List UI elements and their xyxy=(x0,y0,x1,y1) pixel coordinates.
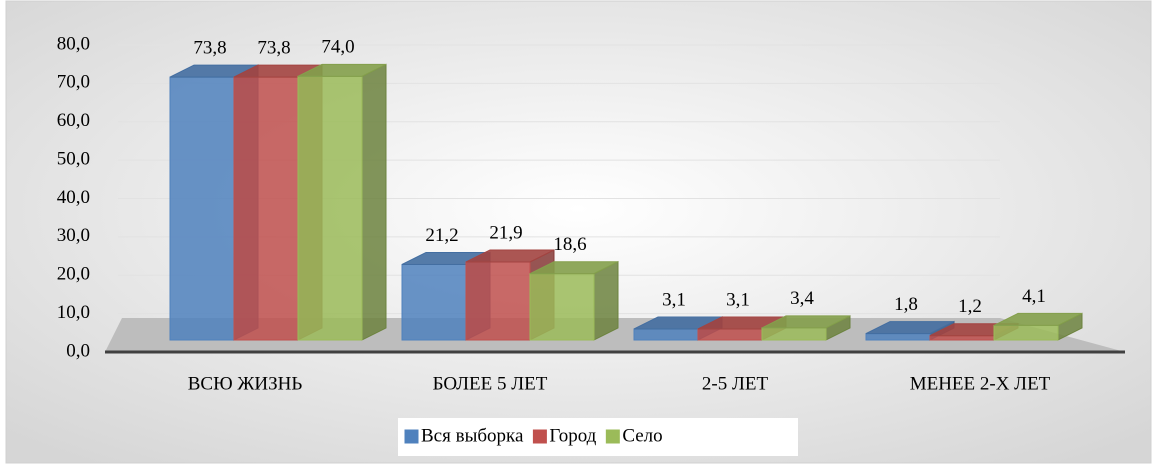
legend-swatch xyxy=(404,429,419,444)
x-tick-label: МЕНЕЕ 2-Х ЛЕТ xyxy=(910,373,1051,394)
value-label: 73,8 xyxy=(257,37,290,58)
bar xyxy=(633,328,699,341)
bar-top xyxy=(529,261,619,275)
bar-side xyxy=(361,63,387,341)
bar xyxy=(401,263,467,341)
y-tick-label: 0,0 xyxy=(66,340,90,361)
value-label: 3,1 xyxy=(662,289,686,310)
bar xyxy=(697,328,763,341)
y-tick-label: 50,0 xyxy=(57,148,90,169)
legend-swatch xyxy=(605,429,620,444)
x-tick-label: БОЛЕЕ 5 ЛЕТ xyxy=(433,373,548,394)
bar xyxy=(761,327,827,341)
y-tick-label: 40,0 xyxy=(57,187,90,208)
y-tick-label: 80,0 xyxy=(57,33,90,54)
y-tick-label: 70,0 xyxy=(57,72,90,93)
bar-side xyxy=(593,260,619,341)
bar-top xyxy=(993,312,1083,326)
bar xyxy=(529,273,595,341)
value-label: 18,6 xyxy=(553,234,586,255)
bar-top xyxy=(761,315,851,329)
value-label: 21,9 xyxy=(489,222,522,243)
bar xyxy=(465,261,531,341)
y-tick-label: 60,0 xyxy=(57,110,90,131)
value-label: 74,0 xyxy=(321,37,354,58)
y-tick-label: 10,0 xyxy=(57,302,90,323)
bar-top xyxy=(865,321,955,335)
x-tick-label: 2-5 ЛЕТ xyxy=(702,373,769,394)
legend-label: Город xyxy=(549,425,596,446)
bar xyxy=(929,335,995,341)
legend-label: Село xyxy=(622,425,662,446)
value-label: 73,8 xyxy=(193,37,226,58)
value-label: 21,2 xyxy=(425,225,458,246)
legend-box xyxy=(398,418,798,456)
x-tick-label: ВСЮ ЖИЗНЬ xyxy=(188,373,303,394)
bar-top xyxy=(465,249,555,263)
value-label: 4,1 xyxy=(1022,286,1046,307)
bar-top xyxy=(297,63,387,77)
y-tick-label: 30,0 xyxy=(57,225,90,246)
y-tick-label: 20,0 xyxy=(57,264,90,285)
bar xyxy=(169,76,235,341)
bar xyxy=(993,324,1059,341)
value-label: 1,2 xyxy=(958,296,982,317)
bar xyxy=(297,75,363,341)
bar xyxy=(233,76,299,341)
value-label: 3,4 xyxy=(790,288,814,309)
value-label: 1,8 xyxy=(894,294,918,315)
bar xyxy=(865,333,931,341)
legend-label: Вся выборка xyxy=(421,425,524,446)
value-label: 3,1 xyxy=(726,289,750,310)
legend-swatch xyxy=(532,429,547,444)
